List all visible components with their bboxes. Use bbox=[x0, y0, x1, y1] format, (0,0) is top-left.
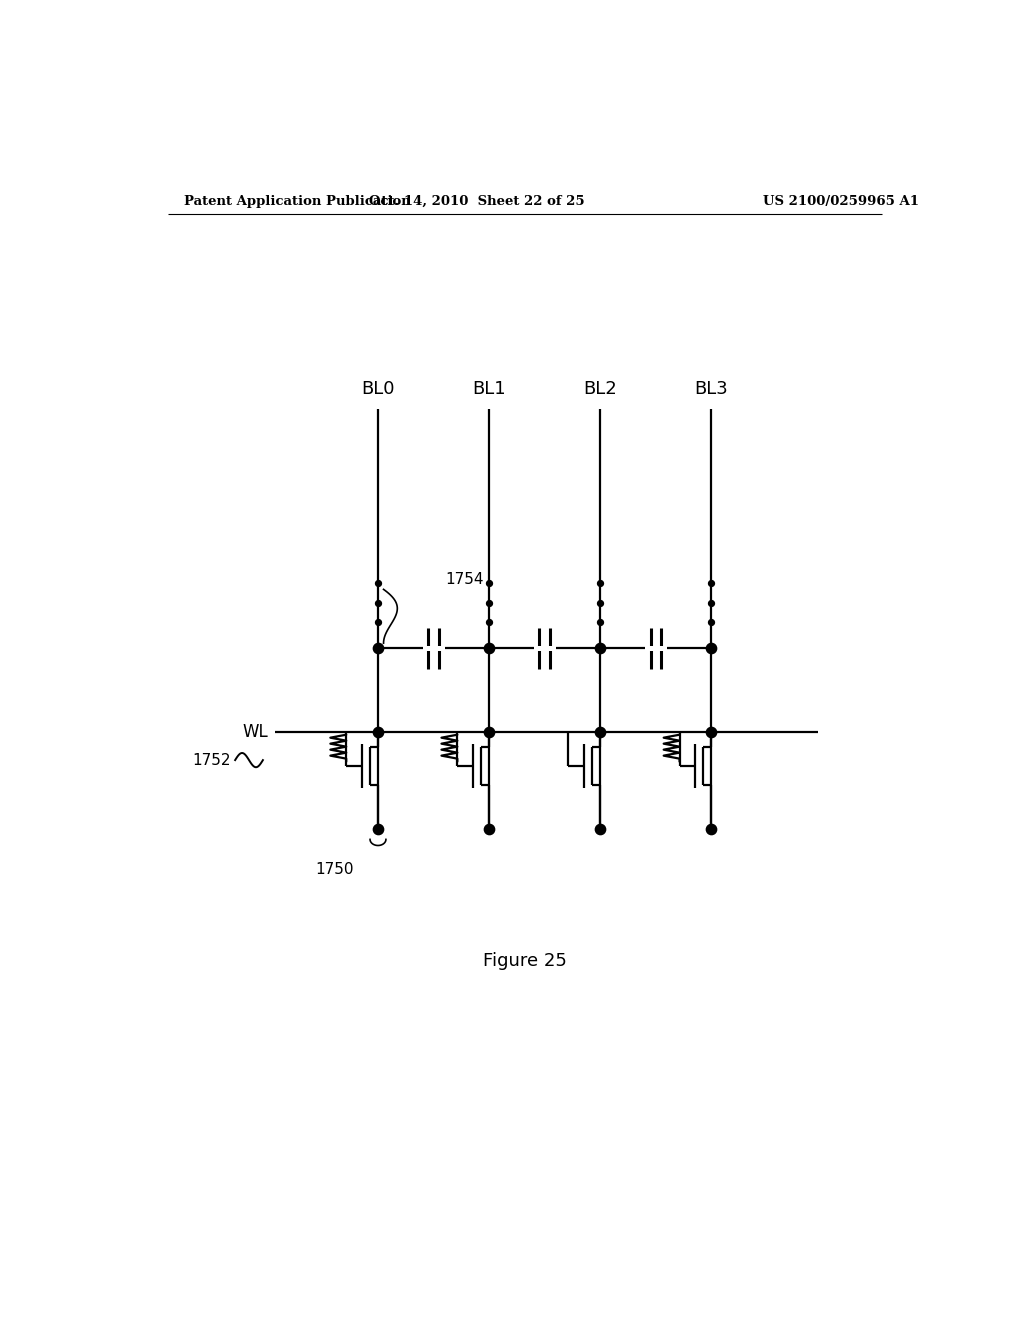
Text: US 2100/0259965 A1: US 2100/0259965 A1 bbox=[763, 194, 919, 207]
Point bbox=[481, 611, 498, 632]
Point bbox=[703, 638, 720, 659]
Point bbox=[592, 573, 608, 594]
Text: 1750: 1750 bbox=[315, 862, 353, 876]
Text: 1752: 1752 bbox=[193, 752, 231, 768]
Point bbox=[703, 573, 720, 594]
Point bbox=[592, 638, 608, 659]
Point bbox=[481, 638, 498, 659]
Point bbox=[370, 591, 386, 612]
Text: BL2: BL2 bbox=[584, 380, 617, 399]
Text: Figure 25: Figure 25 bbox=[483, 952, 566, 970]
Point bbox=[481, 721, 498, 742]
Point bbox=[592, 818, 608, 840]
Text: BL3: BL3 bbox=[694, 380, 728, 399]
Point bbox=[370, 638, 386, 659]
Point bbox=[370, 818, 386, 840]
Point bbox=[592, 611, 608, 632]
Point bbox=[592, 721, 608, 742]
Point bbox=[481, 573, 498, 594]
Point bbox=[703, 611, 720, 632]
Text: BL0: BL0 bbox=[361, 380, 394, 399]
Point bbox=[481, 818, 498, 840]
Text: Oct. 14, 2010  Sheet 22 of 25: Oct. 14, 2010 Sheet 22 of 25 bbox=[370, 194, 585, 207]
Point bbox=[481, 591, 498, 612]
Text: WL: WL bbox=[243, 722, 268, 741]
Text: BL1: BL1 bbox=[472, 380, 506, 399]
Text: Patent Application Publication: Patent Application Publication bbox=[183, 194, 411, 207]
Text: 1754: 1754 bbox=[445, 573, 484, 587]
Point bbox=[703, 591, 720, 612]
Point bbox=[592, 591, 608, 612]
Point bbox=[370, 573, 386, 594]
Point bbox=[703, 818, 720, 840]
Point bbox=[370, 721, 386, 742]
Point bbox=[703, 721, 720, 742]
Point bbox=[370, 611, 386, 632]
